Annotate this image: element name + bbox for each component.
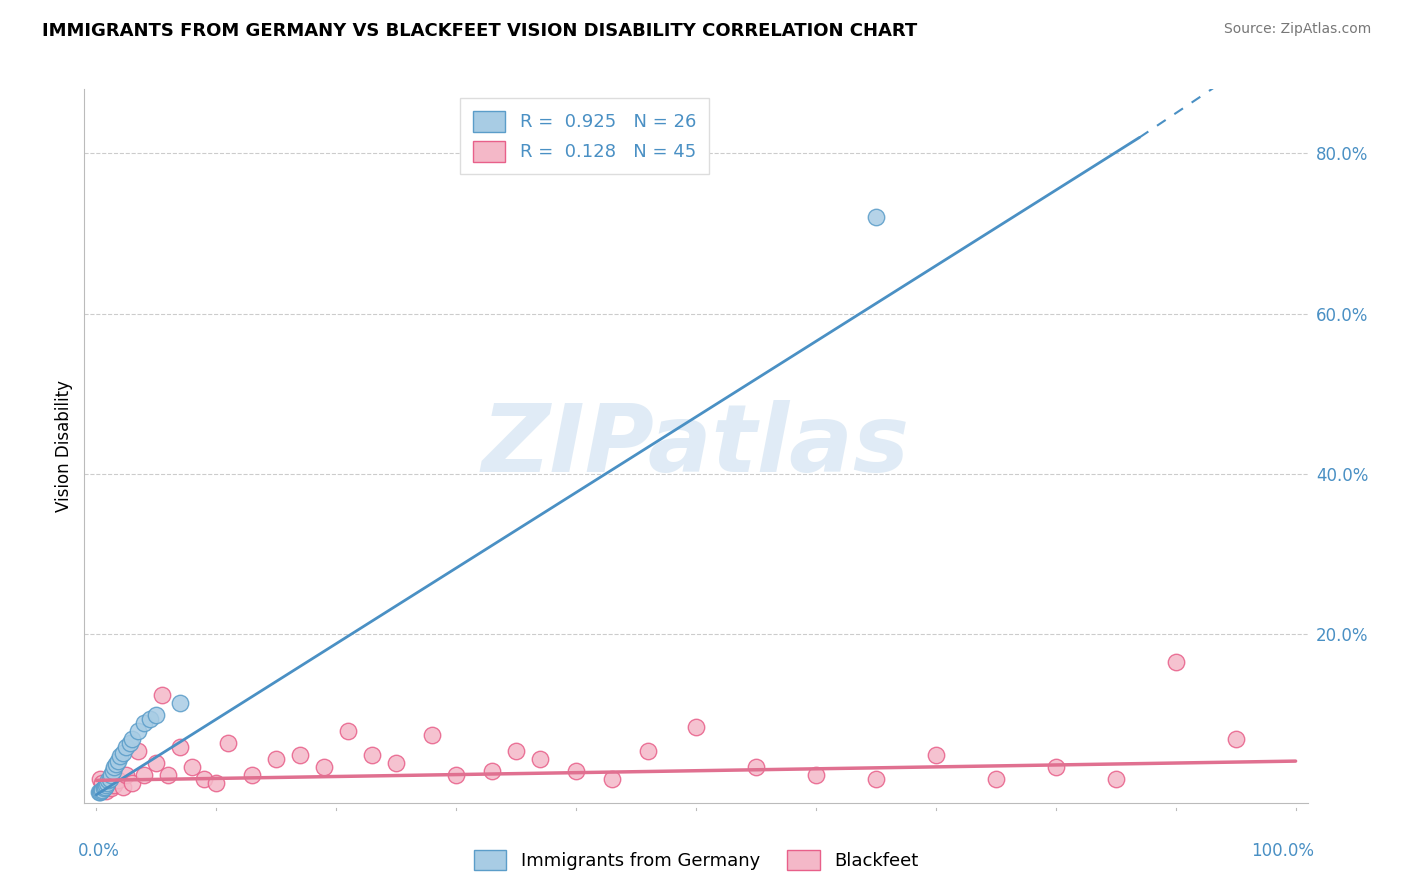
Point <box>685 720 707 734</box>
Point <box>865 211 887 225</box>
Point <box>127 723 149 738</box>
Point <box>96 776 118 790</box>
Text: 100.0%: 100.0% <box>1251 842 1313 860</box>
Point <box>217 736 239 750</box>
Point <box>89 772 111 786</box>
Point <box>205 776 228 790</box>
Point <box>94 778 117 792</box>
Point <box>107 754 129 768</box>
Point <box>481 764 503 778</box>
Point <box>314 760 336 774</box>
Point <box>145 707 167 722</box>
Point <box>1045 760 1067 774</box>
Point <box>94 784 117 798</box>
Point <box>157 768 180 782</box>
Point <box>121 776 143 790</box>
Point <box>600 772 623 786</box>
Point <box>134 768 156 782</box>
Point <box>337 723 360 738</box>
Point <box>89 784 111 798</box>
Point <box>1164 656 1187 670</box>
Point <box>169 739 191 754</box>
Point <box>240 768 263 782</box>
Point <box>91 776 114 790</box>
Point <box>865 772 887 786</box>
Text: IMMIGRANTS FROM GERMANY VS BLACKFEET VISION DISABILITY CORRELATION CHART: IMMIGRANTS FROM GERMANY VS BLACKFEET VIS… <box>42 22 918 40</box>
Point <box>181 760 204 774</box>
Point <box>361 747 384 762</box>
Text: 0.0%: 0.0% <box>79 842 120 860</box>
Point <box>444 768 467 782</box>
Point <box>134 715 156 730</box>
Point <box>111 746 134 760</box>
Point <box>107 773 129 788</box>
Point <box>115 768 138 782</box>
Point <box>118 736 141 750</box>
Point <box>1225 731 1247 746</box>
Y-axis label: Vision Disability: Vision Disability <box>55 380 73 512</box>
Point <box>100 781 122 796</box>
Point <box>420 728 443 742</box>
Point <box>115 739 138 754</box>
Point <box>93 780 117 794</box>
Point <box>145 756 167 770</box>
Point <box>104 757 127 772</box>
Point <box>90 784 112 798</box>
Point <box>97 773 120 788</box>
Point <box>264 752 287 766</box>
Point <box>127 744 149 758</box>
Point <box>101 764 124 778</box>
Point <box>97 780 120 794</box>
Point <box>193 772 215 786</box>
Point <box>505 744 527 758</box>
Point <box>385 756 408 770</box>
Point <box>150 688 173 702</box>
Point <box>110 749 132 764</box>
Point <box>121 731 143 746</box>
Point <box>100 768 122 782</box>
Point <box>111 780 134 794</box>
Text: Source: ZipAtlas.com: Source: ZipAtlas.com <box>1223 22 1371 37</box>
Point <box>103 778 125 792</box>
Legend: Immigrants from Germany, Blackfeet: Immigrants from Germany, Blackfeet <box>465 840 927 880</box>
Point <box>93 781 115 796</box>
Point <box>984 772 1007 786</box>
Point <box>103 760 125 774</box>
Point <box>745 760 768 774</box>
Point <box>1105 772 1128 786</box>
Point <box>169 696 191 710</box>
Point <box>529 752 551 766</box>
Text: ZIPatlas: ZIPatlas <box>482 400 910 492</box>
Point <box>637 744 659 758</box>
Point <box>139 712 162 726</box>
Point <box>98 772 121 786</box>
Point <box>925 747 948 762</box>
Point <box>565 764 588 778</box>
Point <box>290 747 312 762</box>
Point <box>87 785 110 799</box>
Point <box>804 768 827 782</box>
Point <box>91 783 114 797</box>
